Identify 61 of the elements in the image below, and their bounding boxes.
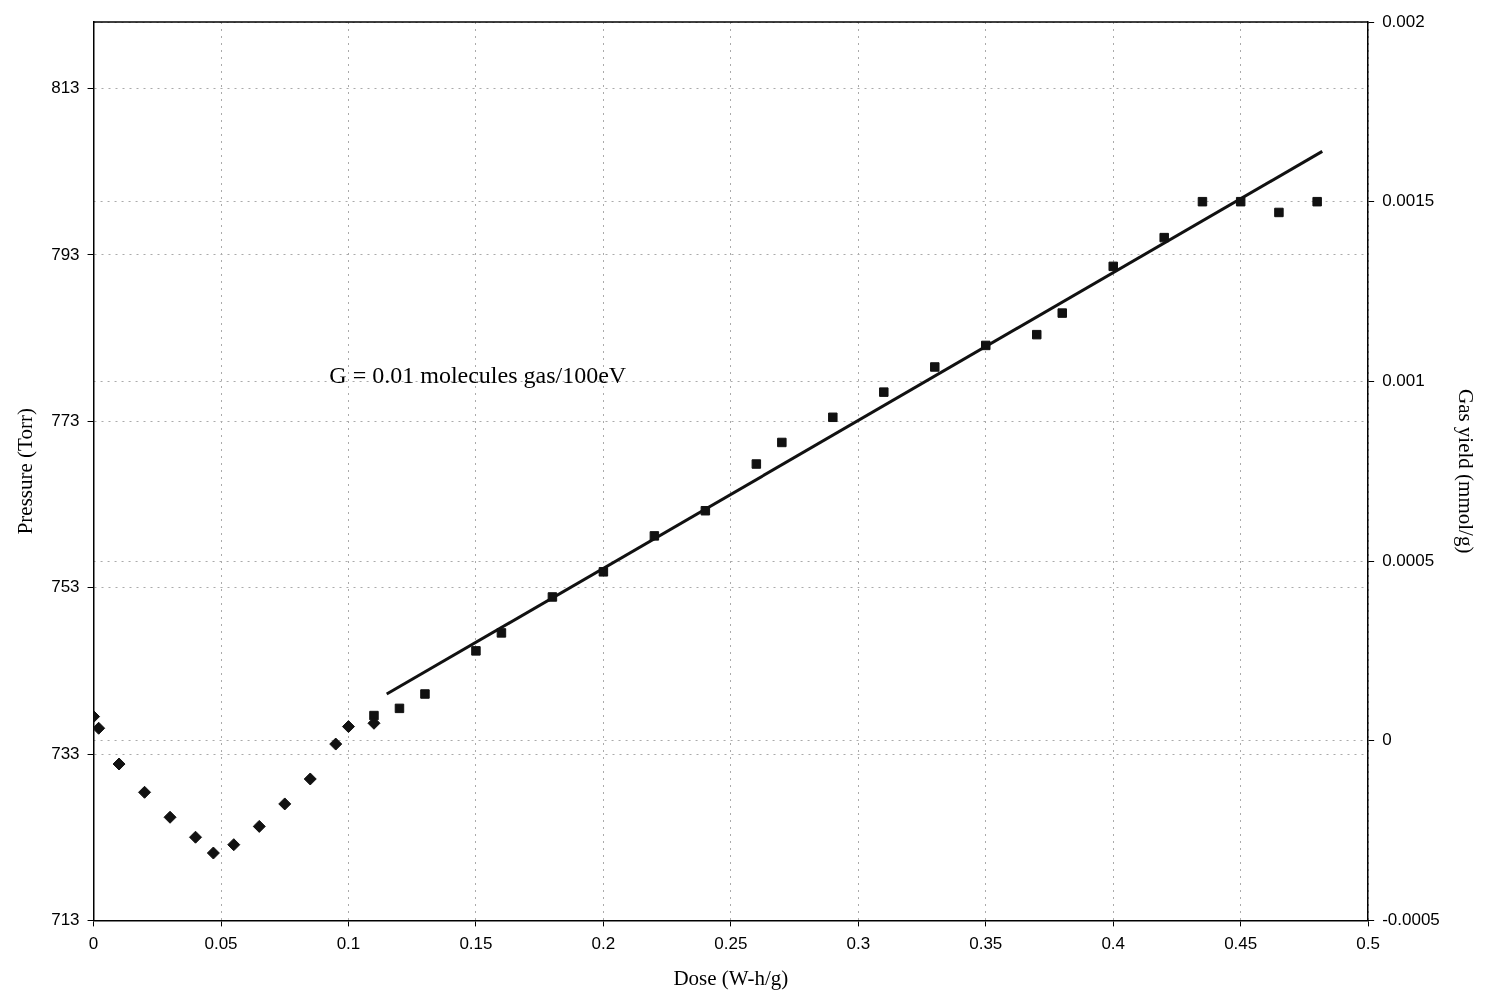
point bbox=[700, 505, 711, 516]
point bbox=[1057, 308, 1067, 318]
x-tick-label: 0.35 bbox=[969, 934, 1003, 954]
y2-tick-label: 0.002 bbox=[1382, 11, 1425, 31]
point bbox=[394, 703, 405, 714]
point bbox=[163, 810, 177, 824]
point bbox=[1032, 329, 1042, 340]
point bbox=[341, 720, 355, 734]
point bbox=[547, 592, 558, 602]
point bbox=[930, 362, 940, 372]
point bbox=[828, 412, 838, 423]
point bbox=[303, 772, 317, 786]
x-tick-label: 0.15 bbox=[459, 934, 493, 954]
annotation: G = 0.01 molecules gas/100eV bbox=[329, 362, 627, 389]
x-tick-label: 0.45 bbox=[1224, 934, 1258, 954]
y-axis-title: Pressure (Torr) bbox=[13, 408, 38, 535]
x-tick-label: 0.5 bbox=[1356, 934, 1380, 954]
y2-tick-label: 0.0015 bbox=[1382, 191, 1435, 211]
y-tick-label: 713 bbox=[51, 910, 80, 930]
x-tick-label: 0.4 bbox=[1101, 934, 1126, 954]
point bbox=[981, 340, 991, 351]
point bbox=[138, 785, 152, 799]
point bbox=[471, 646, 481, 656]
x-tick-label: 0.25 bbox=[714, 934, 748, 954]
point bbox=[598, 567, 609, 577]
y-tick-label: 753 bbox=[51, 577, 80, 597]
point bbox=[112, 757, 126, 771]
x-tick-label: 0.2 bbox=[591, 934, 616, 954]
point bbox=[1274, 207, 1284, 218]
y-tick-label: 773 bbox=[51, 410, 80, 430]
point bbox=[189, 830, 203, 844]
point bbox=[329, 737, 343, 751]
point bbox=[777, 437, 787, 448]
point bbox=[751, 459, 762, 469]
point bbox=[879, 387, 889, 397]
point bbox=[93, 721, 106, 735]
x-tick-label: 0.1 bbox=[336, 934, 361, 954]
point bbox=[278, 797, 292, 811]
point bbox=[227, 838, 241, 852]
point bbox=[206, 846, 220, 860]
point bbox=[1197, 196, 1208, 207]
point bbox=[252, 819, 266, 833]
y-tick-label: 813 bbox=[51, 78, 80, 98]
y-tick-label: 733 bbox=[51, 743, 80, 763]
point bbox=[649, 531, 660, 541]
x-axis-title: Dose (W-h/g) bbox=[673, 965, 789, 990]
y2-tick-label: -0.0005 bbox=[1382, 910, 1440, 930]
point bbox=[1108, 261, 1118, 272]
point bbox=[1235, 196, 1246, 207]
point bbox=[420, 689, 430, 699]
point bbox=[1312, 196, 1322, 207]
y2-axis-title: Gas yield (mmol/g) bbox=[1453, 388, 1478, 554]
x-tick-label: 0 bbox=[88, 934, 99, 954]
y2-tick-label: 0.0005 bbox=[1382, 550, 1435, 570]
y-tick-label: 793 bbox=[51, 244, 80, 264]
y2-tick-label: 0.001 bbox=[1382, 371, 1425, 391]
point bbox=[1159, 232, 1169, 243]
x-tick-label: 0.3 bbox=[846, 934, 871, 954]
x-tick-label: 0.05 bbox=[204, 934, 238, 954]
y2-tick-label: 0 bbox=[1382, 730, 1392, 750]
point bbox=[496, 628, 507, 638]
